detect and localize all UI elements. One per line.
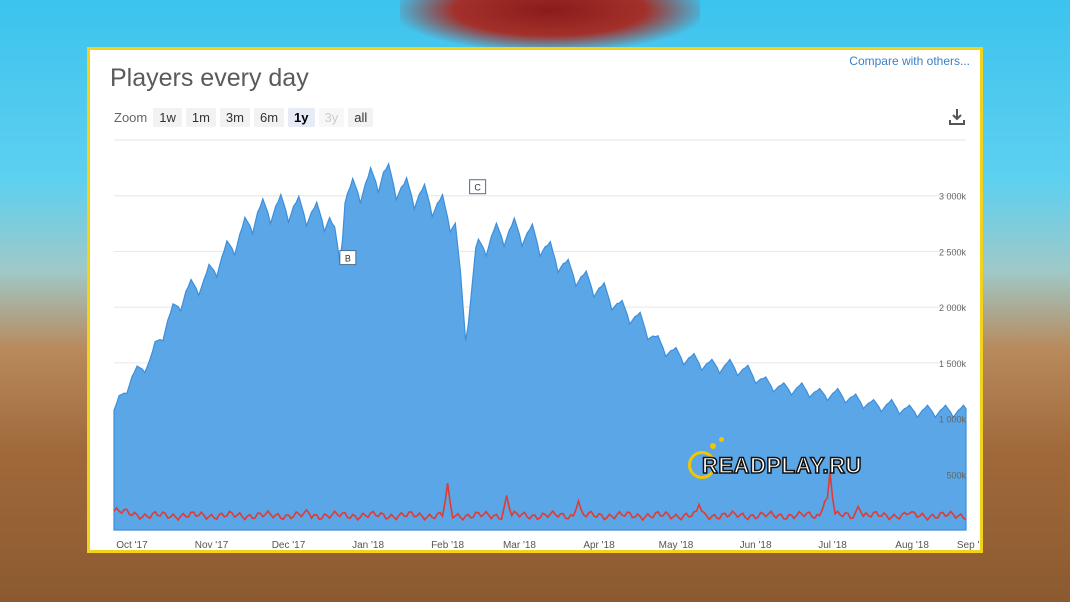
y-tick-label: 3 000k [939,192,967,202]
players-chart: 500k 1 000k 1 500k 2 000k 2 500k 3 000k Oct '1… [113,139,980,550]
x-tick-label: Oct '17 [116,540,148,550]
zoom-1y-button[interactable]: 1y [288,108,315,127]
x-tick-label: Jan '18 [352,540,384,550]
watermark-logo: READPLAY.RU [688,435,938,485]
y-tick-label: 2 500k [939,247,967,257]
x-tick-label: Sep '18 [957,540,980,550]
y-tick-label: 2 000k [939,303,967,313]
flag-marker-c [469,179,487,195]
zoom-1m-button[interactable]: 1m [185,108,216,127]
zoom-1w-button[interactable]: 1w [153,108,182,127]
x-tick-label: Apr '18 [583,540,615,550]
y-tick-label: 1 000k [939,415,967,425]
compare-link[interactable]: Compare with others... [849,54,970,68]
chart-card: 500k 1 000k 1 500k 2 000k 2 500k 3 000k Oct '1… [87,47,983,553]
zoom-3y-button: 3y [318,108,345,127]
x-tick-label: May '18 [659,540,694,550]
watermark-text: READPLAY.RU [701,452,862,479]
download-icon[interactable] [948,108,966,126]
x-tick-label: Feb '18 [431,540,464,550]
y-tick-label: 500k [946,470,966,480]
x-tick-label: Dec '17 [272,540,306,550]
chart-title: Players every day [110,64,309,92]
watermark-dot-icon [719,437,724,442]
x-tick-label: Aug '18 [895,540,929,550]
x-tick-label: Jun '18 [740,540,772,550]
players-area-series [113,161,967,531]
flag-marker-label: B [345,254,351,264]
watermark-ring-icon [688,451,716,479]
watermark-dot-icon [710,443,716,449]
y-tick-label: 1 500k [939,359,967,369]
flag-marker-label: C [474,183,481,193]
flag-marker-b [339,250,357,266]
x-tick-label: Jul '18 [818,540,847,550]
x-tick-label: Nov '17 [195,540,229,550]
zoom-6m-button[interactable]: 6m [253,108,285,127]
zoom-label: Zoom [114,110,148,125]
background-blob [400,0,700,50]
x-tick-label: Mar '18 [503,540,536,550]
zoom-3m-button[interactable]: 3m [219,108,250,127]
zoom-bar: Zoom 1w 1m 3m 6m 1y 3y all [114,108,377,127]
red-line-series [113,472,967,522]
zoom-all-button[interactable]: all [348,108,374,127]
